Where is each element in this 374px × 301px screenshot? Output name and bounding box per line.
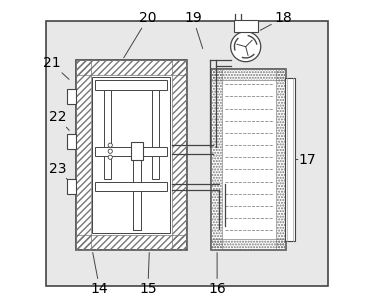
- Text: 17: 17: [295, 153, 316, 166]
- Bar: [172, 60, 187, 250]
- Text: 16: 16: [208, 253, 226, 296]
- Circle shape: [108, 155, 112, 159]
- Bar: [76, 60, 91, 250]
- Text: 22: 22: [49, 110, 69, 130]
- Bar: [234, 20, 258, 32]
- Bar: [67, 179, 76, 194]
- Bar: [211, 239, 286, 250]
- Bar: [211, 69, 286, 80]
- Bar: [104, 90, 111, 179]
- Bar: [95, 80, 168, 90]
- Text: 19: 19: [184, 11, 203, 48]
- Bar: [92, 77, 171, 233]
- Bar: [223, 81, 274, 238]
- Bar: [76, 60, 187, 75]
- Text: 15: 15: [139, 253, 157, 296]
- Text: 14: 14: [91, 253, 108, 296]
- Text: 18: 18: [260, 11, 292, 30]
- Bar: [211, 69, 222, 250]
- Bar: [276, 69, 286, 250]
- Text: 21: 21: [43, 56, 69, 79]
- Bar: [95, 147, 168, 156]
- Bar: [76, 60, 187, 250]
- Bar: [67, 134, 76, 149]
- Bar: [152, 90, 159, 179]
- Bar: [285, 78, 295, 241]
- Bar: [133, 191, 141, 230]
- Circle shape: [108, 143, 112, 147]
- Bar: [67, 89, 76, 104]
- Text: 23: 23: [49, 162, 69, 182]
- Circle shape: [108, 149, 112, 153]
- Bar: [131, 142, 143, 160]
- Bar: [133, 147, 141, 230]
- Bar: [46, 21, 328, 286]
- Circle shape: [231, 32, 261, 62]
- Bar: [211, 69, 286, 250]
- Bar: [95, 182, 168, 191]
- Text: 20: 20: [124, 11, 157, 58]
- Bar: [76, 235, 187, 250]
